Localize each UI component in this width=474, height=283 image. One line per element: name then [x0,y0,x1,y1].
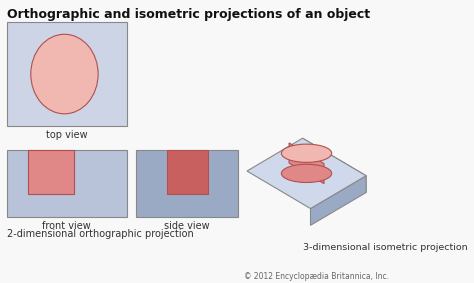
Text: 3-dimensional isometric projection: 3-dimensional isometric projection [302,243,467,252]
Polygon shape [289,143,324,184]
Bar [167,150,208,194]
Bar [7,150,127,217]
Polygon shape [247,138,366,209]
Ellipse shape [282,144,332,162]
Text: top view: top view [46,130,88,140]
Polygon shape [310,176,366,225]
Bar [7,22,127,127]
Bar [136,150,238,217]
Text: side view: side view [164,221,210,231]
Text: © 2012 Encyclopædia Britannica, Inc.: © 2012 Encyclopædia Britannica, Inc. [245,273,390,282]
Ellipse shape [31,34,98,114]
Text: Orthographic and isometric projections of an object: Orthographic and isometric projections o… [7,8,370,21]
Text: 2-dimensional orthographic projection: 2-dimensional orthographic projection [7,229,193,239]
Bar [28,150,74,194]
Polygon shape [302,138,366,192]
Ellipse shape [282,164,332,183]
Text: front view: front view [43,221,91,231]
